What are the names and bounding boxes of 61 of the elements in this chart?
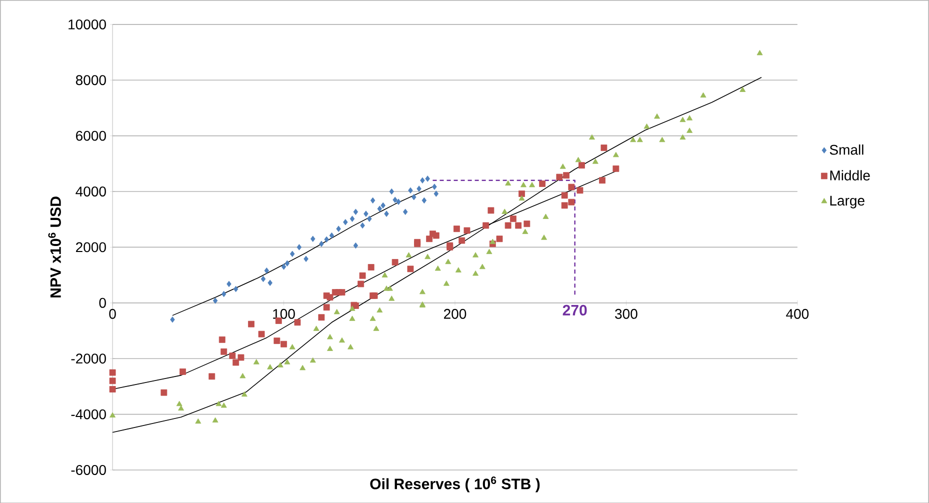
- y-axis-title: NPV x10$^{6}$ USD: [48, 196, 61, 298]
- point: [350, 215, 355, 222]
- y-tick-label: 6000: [76, 130, 106, 141]
- y-tick-label: -6000: [71, 464, 106, 475]
- point: [310, 236, 316, 242]
- x-tick-label: 0: [109, 308, 116, 319]
- y-tick-label: -4000: [71, 409, 106, 420]
- point: [319, 240, 324, 247]
- point: [221, 290, 226, 297]
- point: [268, 280, 272, 286]
- point: [296, 244, 302, 250]
- point: [412, 194, 416, 200]
- point: [212, 297, 218, 304]
- y-tick-label: -2000: [71, 353, 106, 364]
- point: [304, 256, 308, 262]
- point: [336, 226, 341, 232]
- x-tick-label: 300: [615, 308, 638, 319]
- point: [392, 196, 398, 203]
- y-tick-label: 2000: [76, 242, 106, 252]
- point: [364, 210, 368, 217]
- x-tick-label: 200: [444, 308, 466, 319]
- point: [389, 188, 394, 194]
- point: [290, 250, 295, 257]
- point: [353, 242, 358, 248]
- x-axis-title: Oil Reserves ( 10$^{6}$ STB ): [370, 476, 540, 492]
- point: [226, 280, 232, 287]
- annotation: 270: [562, 304, 587, 316]
- point: [422, 197, 427, 204]
- point: [377, 205, 382, 212]
- point: [264, 267, 270, 274]
- y-tick-label: 8000: [76, 74, 106, 85]
- legend-label: Middle: [830, 170, 870, 180]
- point: [367, 215, 372, 222]
- point: [353, 208, 358, 215]
- point: [384, 210, 389, 217]
- y-tick-label: 10000: [68, 19, 106, 30]
- y-tick-label: 4000: [76, 186, 106, 196]
- point: [284, 260, 290, 266]
- point: [343, 218, 348, 226]
- point: [402, 208, 408, 215]
- x-tick-label: 400: [786, 308, 809, 319]
- point: [380, 202, 386, 208]
- point: [324, 236, 329, 242]
- legend-label: Large: [830, 196, 864, 208]
- point: [329, 232, 334, 238]
- point: [434, 190, 439, 197]
- x-tick-label: 100: [273, 308, 295, 319]
- point: [416, 185, 422, 192]
- point: [408, 187, 413, 194]
- point: [281, 263, 286, 270]
- y-tick-label: 0: [99, 298, 106, 308]
- point: [370, 197, 376, 204]
- point: [260, 276, 266, 282]
- point: [425, 175, 430, 182]
- point: [170, 316, 175, 322]
- point: [432, 183, 437, 190]
- point: [420, 177, 425, 184]
- point: [360, 222, 365, 228]
- legend-label: Small: [830, 144, 864, 155]
- point: [396, 198, 401, 205]
- point: [233, 286, 238, 292]
